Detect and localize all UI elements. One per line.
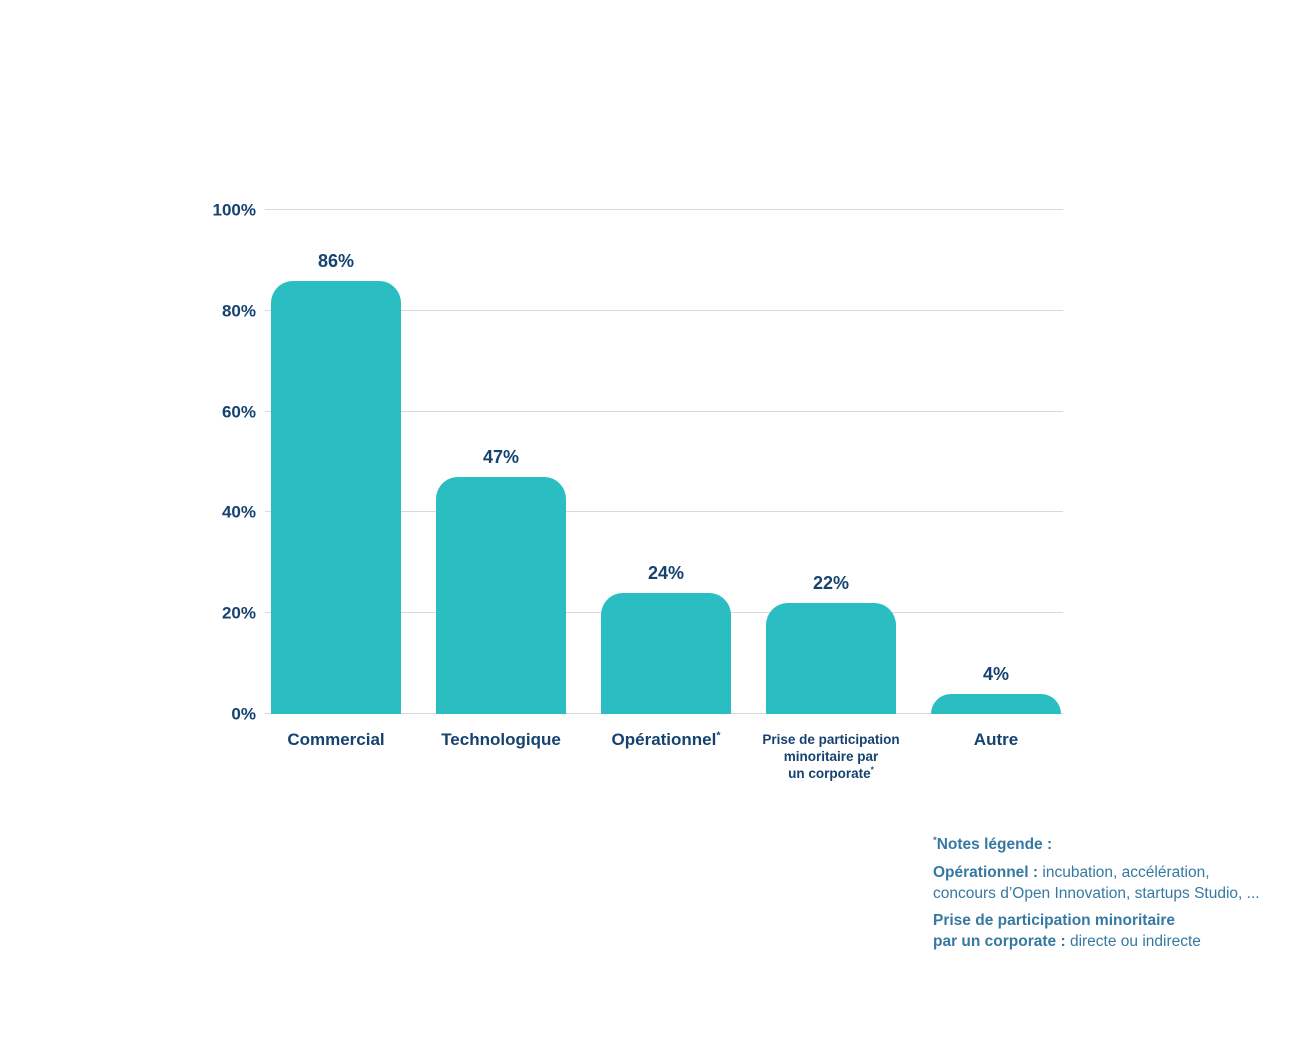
bar: [931, 693, 1061, 714]
y-tick-label-60: 60%: [221, 402, 256, 422]
gridline-40: [265, 511, 1063, 513]
bar: [436, 477, 566, 714]
y-axis-labels: 0% 20% 40% 60% 80% 100%: [100, 202, 256, 723]
notes-text: directe ou indirecte: [1065, 933, 1201, 950]
bar-column: 22% Prise de participation minoritaire par…: [762, 210, 899, 781]
notes-paragraph: Opérationnel : incubation, accélération,…: [933, 862, 1273, 904]
plot-area: 86% Commercial 47% Technologique 24% Opératio…: [265, 209, 1063, 781]
y-tick-label-80: 80%: [221, 301, 256, 321]
notes-text: incubation, accélération,: [1038, 864, 1210, 881]
notes-title: *Notes légende :: [933, 834, 1273, 855]
bar-column: 86% Commercial: [271, 210, 401, 749]
bar-category-label: Technologique: [441, 730, 561, 749]
bar: [766, 603, 896, 714]
bar-category-label: Opérationnel*: [611, 729, 721, 749]
asterisk-icon: *: [933, 834, 937, 846]
bar-category-label: Commercial: [287, 730, 385, 749]
notes-title-text: Notes légende :: [936, 836, 1053, 853]
bar-column: 24% Opérationnel*: [601, 210, 731, 749]
bar: [271, 280, 401, 714]
bar-value-label: 24%: [647, 563, 685, 584]
notes-term: Prise de participation minoritaire: [933, 912, 1176, 929]
bar-category-label: Prise de participation minoritaire par un …: [762, 732, 900, 781]
gridline-100: [265, 209, 1063, 210]
bar-category-label: Autre: [973, 730, 1019, 749]
asterisk-icon: *: [870, 764, 874, 775]
y-tick-label-0: 0%: [231, 704, 256, 724]
bars-row: 86% Commercial 47% Technologique 24% Opératio…: [265, 210, 1063, 781]
y-tick-label-40: 40%: [221, 502, 256, 522]
notes-text: concours d’Open Innovation, startups Stu…: [933, 885, 1260, 902]
bar-value-label: 4%: [982, 663, 1009, 684]
asterisk-icon: *: [716, 729, 721, 742]
bar-value-label: 86%: [317, 250, 355, 271]
y-tick-label-20: 20%: [221, 603, 256, 623]
bar-value-label: 47%: [482, 447, 520, 468]
bar-column: 4% Autre: [931, 210, 1061, 749]
notes-legend: *Notes légende : Opérationnel : incubati…: [933, 834, 1273, 958]
bar: [601, 593, 731, 714]
notes-term: Opérationnel :: [933, 864, 1039, 881]
notes-term: par un corporate :: [933, 933, 1066, 950]
notes-paragraph: Prise de participation minoritaire par un…: [933, 910, 1273, 952]
bar-column: 47% Technologique: [436, 210, 566, 749]
y-tick-label-100: 100%: [212, 200, 256, 220]
gridline-80: [265, 309, 1063, 311]
gridline-60: [265, 410, 1063, 412]
bar-value-label: 22%: [812, 573, 850, 594]
notes-body: Opérationnel : incubation, accélération,…: [933, 862, 1273, 952]
